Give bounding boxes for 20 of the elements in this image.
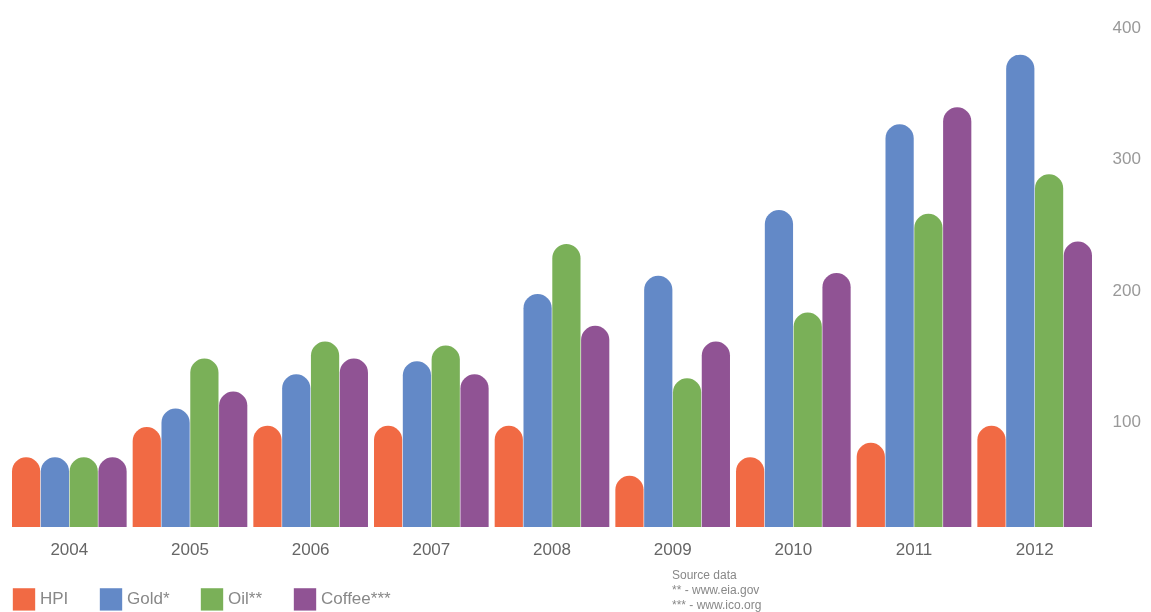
y-tick-label: 300 xyxy=(1112,149,1141,169)
x-tick-label: 2008 xyxy=(533,539,571,559)
x-tick-label: 2010 xyxy=(774,539,813,559)
x-tick-label: 2009 xyxy=(653,539,692,559)
x-tick-label: 2011 xyxy=(895,539,933,559)
x-tick-label: 2012 xyxy=(1015,539,1054,559)
legend-label: Oil** xyxy=(228,589,263,609)
legend-label: Gold* xyxy=(127,589,170,609)
x-tick-label: 2006 xyxy=(291,539,330,559)
y-tick-label: 100 xyxy=(1112,412,1141,432)
x-tick-label: 2005 xyxy=(171,539,209,559)
source-note: Source data xyxy=(672,568,738,583)
y-tick-label: 400 xyxy=(1112,17,1141,37)
y-tick-label: 200 xyxy=(1112,280,1141,300)
legend-label: HPI xyxy=(40,589,69,609)
x-tick-label: 2004 xyxy=(50,539,89,559)
text: ** - www.eia.gov xyxy=(672,583,761,598)
text: *** - www.ico.org xyxy=(672,598,762,612)
x-tick-label: 2007 xyxy=(412,539,451,559)
legend-label: Coffee*** xyxy=(321,589,392,609)
